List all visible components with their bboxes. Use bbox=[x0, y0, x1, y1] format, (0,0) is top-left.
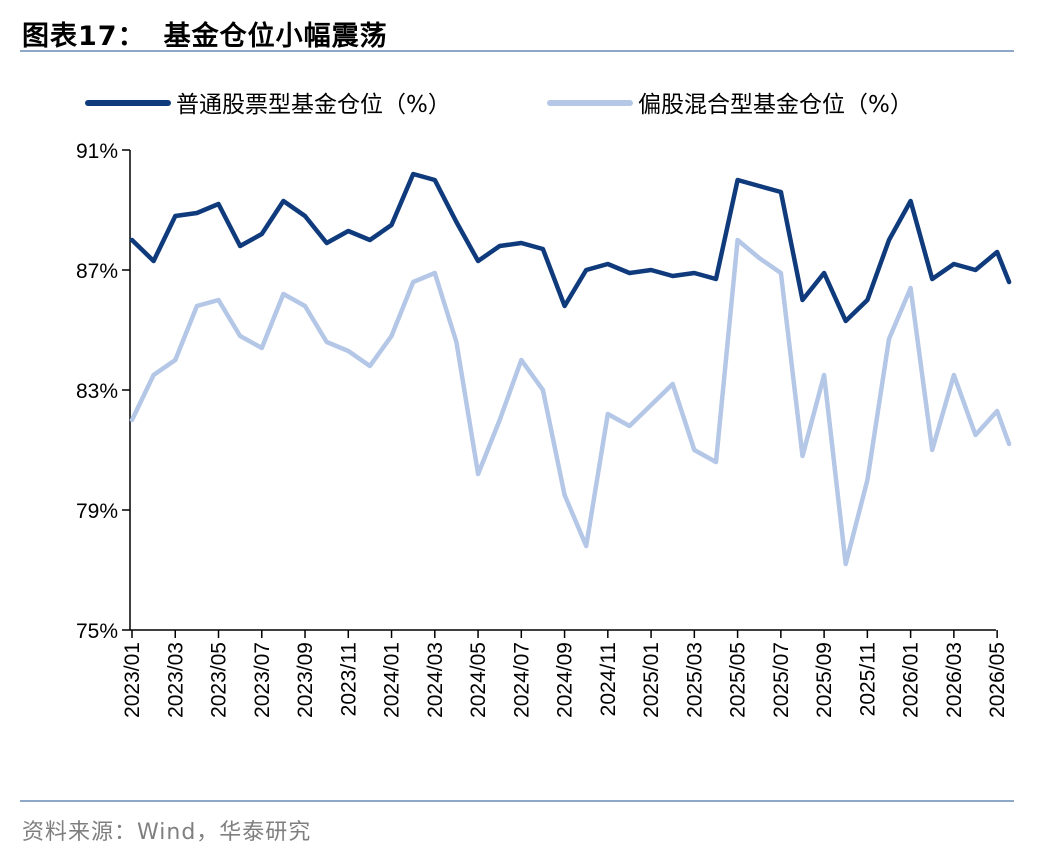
x-tick-label: 2024/09 bbox=[554, 642, 577, 718]
x-tick-label: 2023/03 bbox=[164, 642, 187, 718]
legend-label-hybrid-fund: 偏股混合型基金仓位（%） bbox=[638, 92, 913, 118]
x-tick-label: 2023/01 bbox=[121, 642, 144, 718]
x-tick-label: 2026/05 bbox=[986, 642, 1009, 718]
figure-number: 图表17： bbox=[22, 21, 146, 52]
x-tick-label: 2025/11 bbox=[856, 642, 879, 716]
y-tick-label: 87% bbox=[76, 260, 118, 283]
x-tick-label: 2024/11 bbox=[597, 642, 620, 716]
x-tick-label: 2024/01 bbox=[381, 642, 404, 718]
y-tick-label: 83% bbox=[76, 380, 118, 403]
x-tick-label: 2023/07 bbox=[251, 642, 274, 718]
x-tick-label: 2025/07 bbox=[770, 642, 793, 718]
x-tick-label: 2024/05 bbox=[467, 642, 490, 718]
legend-label-stock-fund: 普通股票型基金仓位（%） bbox=[176, 92, 451, 118]
stock-fund-position-line bbox=[129, 171, 1012, 324]
footer-rule bbox=[20, 800, 1014, 802]
x-tick-label: 2024/03 bbox=[424, 642, 447, 718]
y-tick-label: 79% bbox=[76, 500, 118, 523]
figure-title-text: 基金仓位小幅震荡 bbox=[163, 21, 388, 52]
series-layer bbox=[129, 171, 1012, 567]
x-tick-label: 2025/03 bbox=[683, 642, 706, 718]
axes: 75% 79% 83% 87% 91% 2023/01 2023/03 2023/05 2023… bbox=[76, 140, 1009, 718]
hybrid-fund-position-line bbox=[129, 237, 1012, 567]
x-tick-label: 2024/07 bbox=[510, 642, 533, 718]
x-tick-label: 2023/09 bbox=[294, 642, 317, 718]
y-tick-label: 91% bbox=[76, 140, 118, 163]
source-note: 资料来源：Wind，华泰研究 bbox=[22, 820, 312, 845]
y-tick-label: 75% bbox=[76, 620, 118, 643]
line-chart: 普通股票型基金仓位（%） 偏股混合型基金仓位（%） 75% 79% 83% 87% 91%… bbox=[76, 92, 1012, 718]
x-tick-label: 2023/05 bbox=[208, 642, 231, 718]
x-tick-label: 2023/11 bbox=[337, 642, 360, 716]
x-tick-label: 2026/01 bbox=[900, 642, 923, 718]
title-rule bbox=[20, 50, 1014, 52]
x-tick-label: 2026/03 bbox=[943, 642, 966, 718]
legend: 普通股票型基金仓位（%） 偏股混合型基金仓位（%） bbox=[85, 92, 913, 118]
x-tick-label: 2025/09 bbox=[813, 642, 836, 718]
figure-title: 图表17： 基金仓位小幅震荡 bbox=[22, 14, 388, 53]
x-tick-label: 2025/01 bbox=[640, 642, 663, 718]
x-tick-label: 2025/05 bbox=[727, 642, 750, 718]
